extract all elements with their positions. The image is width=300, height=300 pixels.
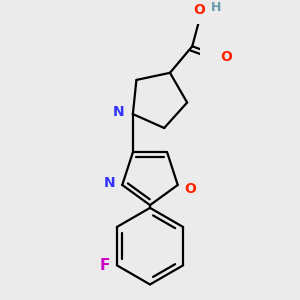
Text: F: F (100, 258, 110, 273)
Text: O: O (221, 50, 232, 64)
Text: N: N (113, 105, 124, 119)
Text: O: O (193, 3, 205, 17)
Text: H: H (211, 1, 221, 14)
Text: N: N (104, 176, 116, 190)
Text: O: O (184, 182, 196, 196)
